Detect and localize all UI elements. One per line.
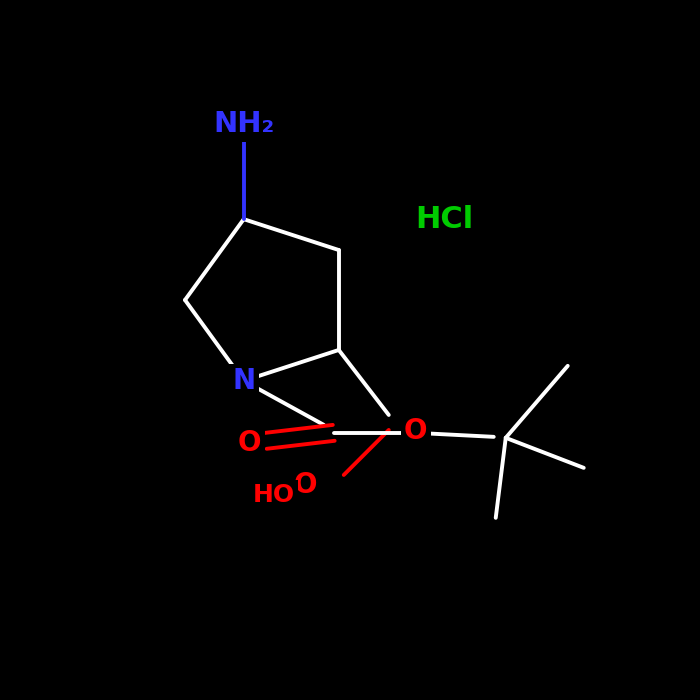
Text: O: O xyxy=(238,429,262,457)
Text: N: N xyxy=(232,367,256,395)
Text: O: O xyxy=(294,471,318,499)
Text: HCl: HCl xyxy=(415,206,473,234)
Text: HO: HO xyxy=(253,483,295,507)
Text: O: O xyxy=(404,416,428,444)
Text: NH₂: NH₂ xyxy=(213,110,274,138)
